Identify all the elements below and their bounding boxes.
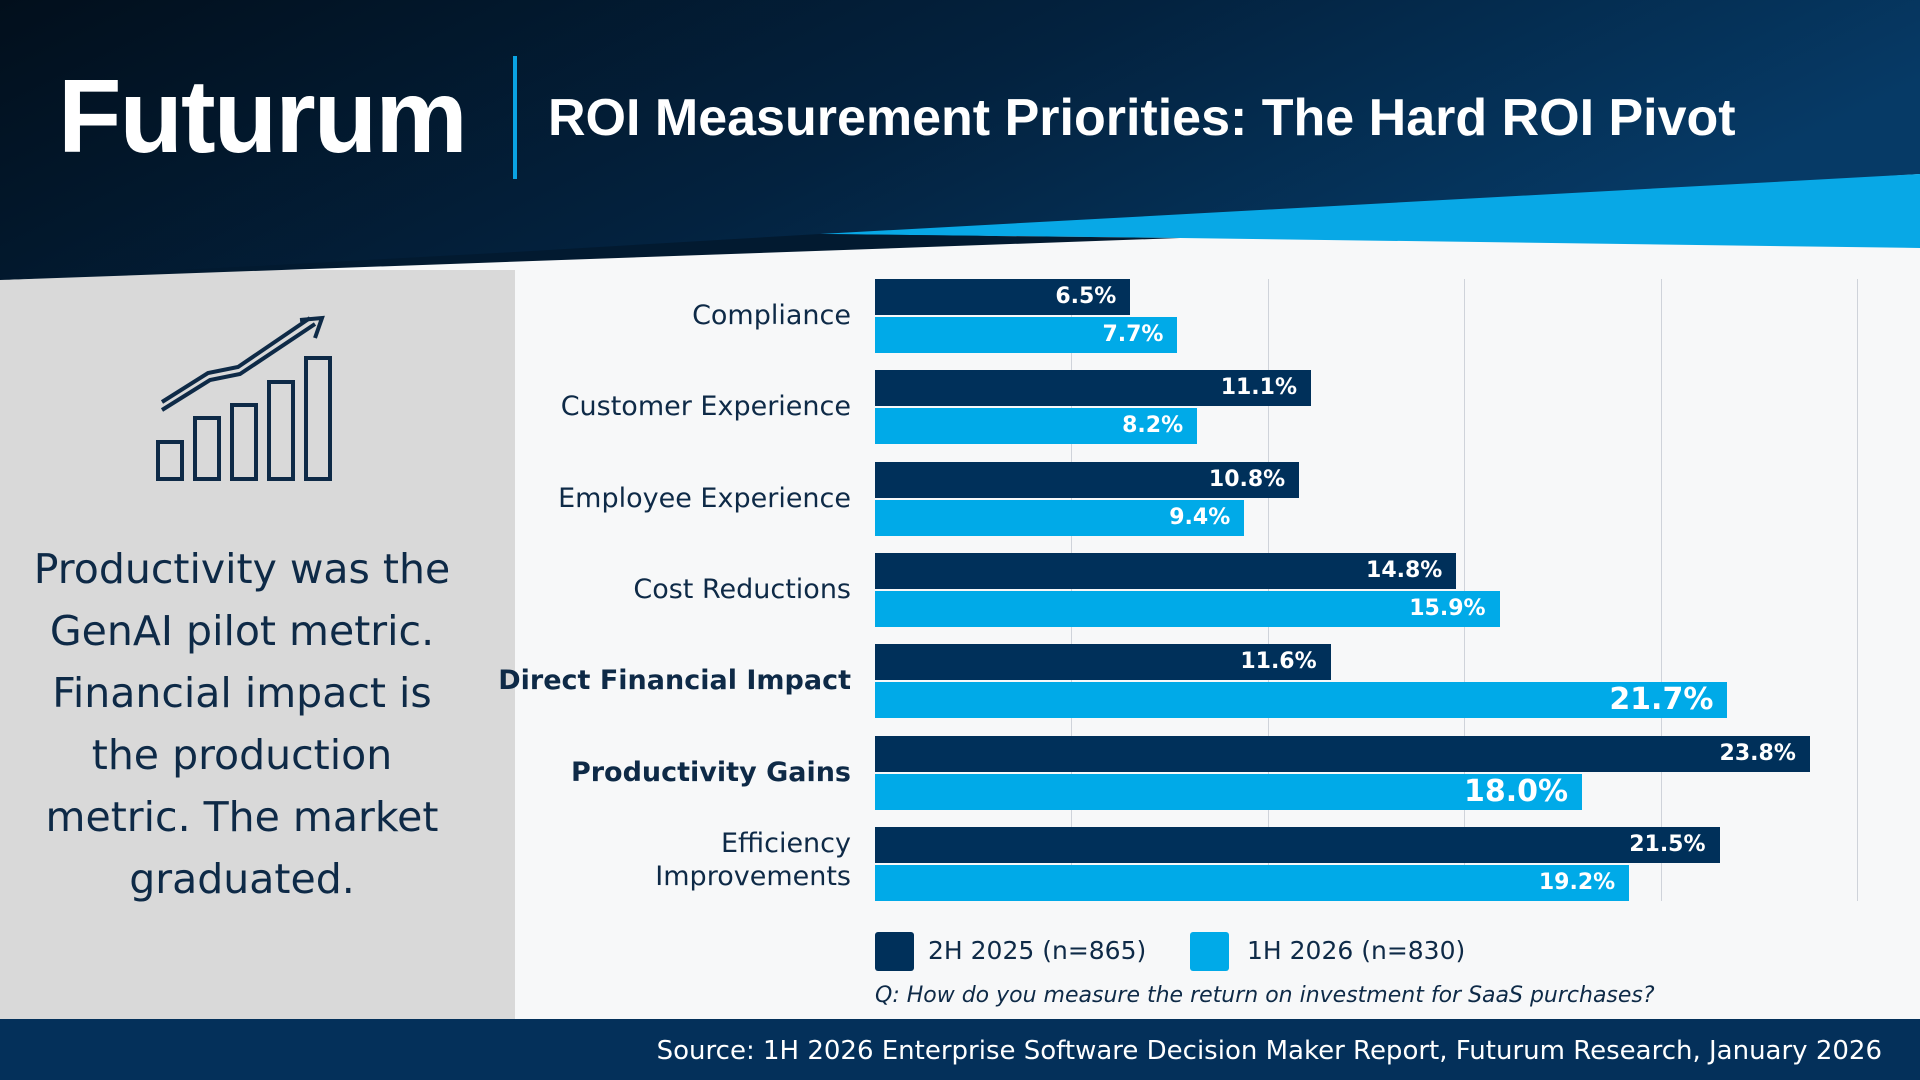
gridline bbox=[1267, 279, 1269, 901]
gridline bbox=[1857, 279, 1858, 901]
footer-bar bbox=[0, 1019, 1920, 1080]
bar-1h-2026 bbox=[875, 682, 1728, 719]
category-label: Compliance bbox=[692, 300, 851, 331]
legend-swatch-2h-2025 bbox=[875, 932, 914, 971]
bar-1h-2026 bbox=[875, 590, 1500, 627]
bar-2h-2025 bbox=[875, 552, 1457, 589]
data-label: 23.8% bbox=[1719, 740, 1796, 766]
left-panel bbox=[0, 270, 515, 1020]
gridline bbox=[1464, 279, 1466, 901]
accent-wedge bbox=[820, 174, 1920, 248]
bar-1h-2026 bbox=[875, 773, 1583, 810]
bar-1h-2026 bbox=[875, 499, 1245, 536]
legend-label-2h-2025: 2H 2025 (n=865) bbox=[928, 936, 1147, 965]
bar-2h-2025 bbox=[875, 461, 1300, 498]
gridline bbox=[1660, 279, 1662, 901]
category-label: Direct Financial Impact bbox=[498, 665, 851, 697]
data-label: 14.8% bbox=[1366, 557, 1443, 583]
data-label: 15.9% bbox=[1409, 595, 1486, 621]
category-label: Productivity Gains bbox=[570, 756, 851, 788]
data-label: 11.1% bbox=[1220, 375, 1298, 401]
data-label: 10.8% bbox=[1208, 466, 1286, 492]
bar-growth-chart-icon bbox=[156, 315, 332, 481]
data-label: 21.7% bbox=[1609, 682, 1714, 718]
data-label: 9.4% bbox=[1169, 504, 1231, 530]
source-note: Source: 1H 2026 Enterprise Software Deci… bbox=[656, 1036, 1882, 1066]
legend-label-1h-2026: 1H 2026 (n=830) bbox=[1247, 936, 1466, 965]
header-divider bbox=[513, 56, 517, 179]
bar-1h-2026 bbox=[875, 317, 1178, 353]
data-label: 6.5% bbox=[1055, 284, 1117, 309]
data-label: 7.7% bbox=[1102, 322, 1164, 347]
bar-2h-2025 bbox=[875, 644, 1331, 681]
data-label: 8.2% bbox=[1122, 413, 1184, 439]
key-insight-text: Productivity was the GenAI pilot metric.… bbox=[33, 545, 451, 903]
bar-1h-2026 bbox=[875, 864, 1630, 901]
data-label: 19.2% bbox=[1538, 869, 1616, 895]
data-label: 11.6% bbox=[1240, 649, 1317, 675]
bar-2h-2025 bbox=[875, 735, 1810, 772]
page-title: ROI Measurement Priorities: The Hard ROI… bbox=[548, 89, 1736, 147]
bar-2h-2025 bbox=[875, 370, 1311, 407]
survey-question: Q: How do you measure the return on inve… bbox=[875, 983, 1655, 1008]
data-label: 18.0% bbox=[1463, 773, 1569, 809]
category-label: Efficiency Improvements bbox=[655, 827, 851, 892]
bar-1h-2026 bbox=[875, 408, 1198, 445]
category-label: Customer Experience bbox=[560, 391, 851, 423]
header-band bbox=[0, 0, 1920, 280]
data-label: 21.5% bbox=[1629, 831, 1706, 857]
category-label: Cost Reductions bbox=[633, 573, 851, 605]
category-label: Employee Experience bbox=[558, 482, 851, 514]
bar-2h-2025 bbox=[875, 279, 1131, 315]
legend-swatch-1h-2026 bbox=[1190, 932, 1229, 971]
futurum-logo: Futurum bbox=[58, 59, 468, 175]
bar-2h-2025 bbox=[875, 826, 1720, 863]
gridline bbox=[1071, 279, 1073, 901]
